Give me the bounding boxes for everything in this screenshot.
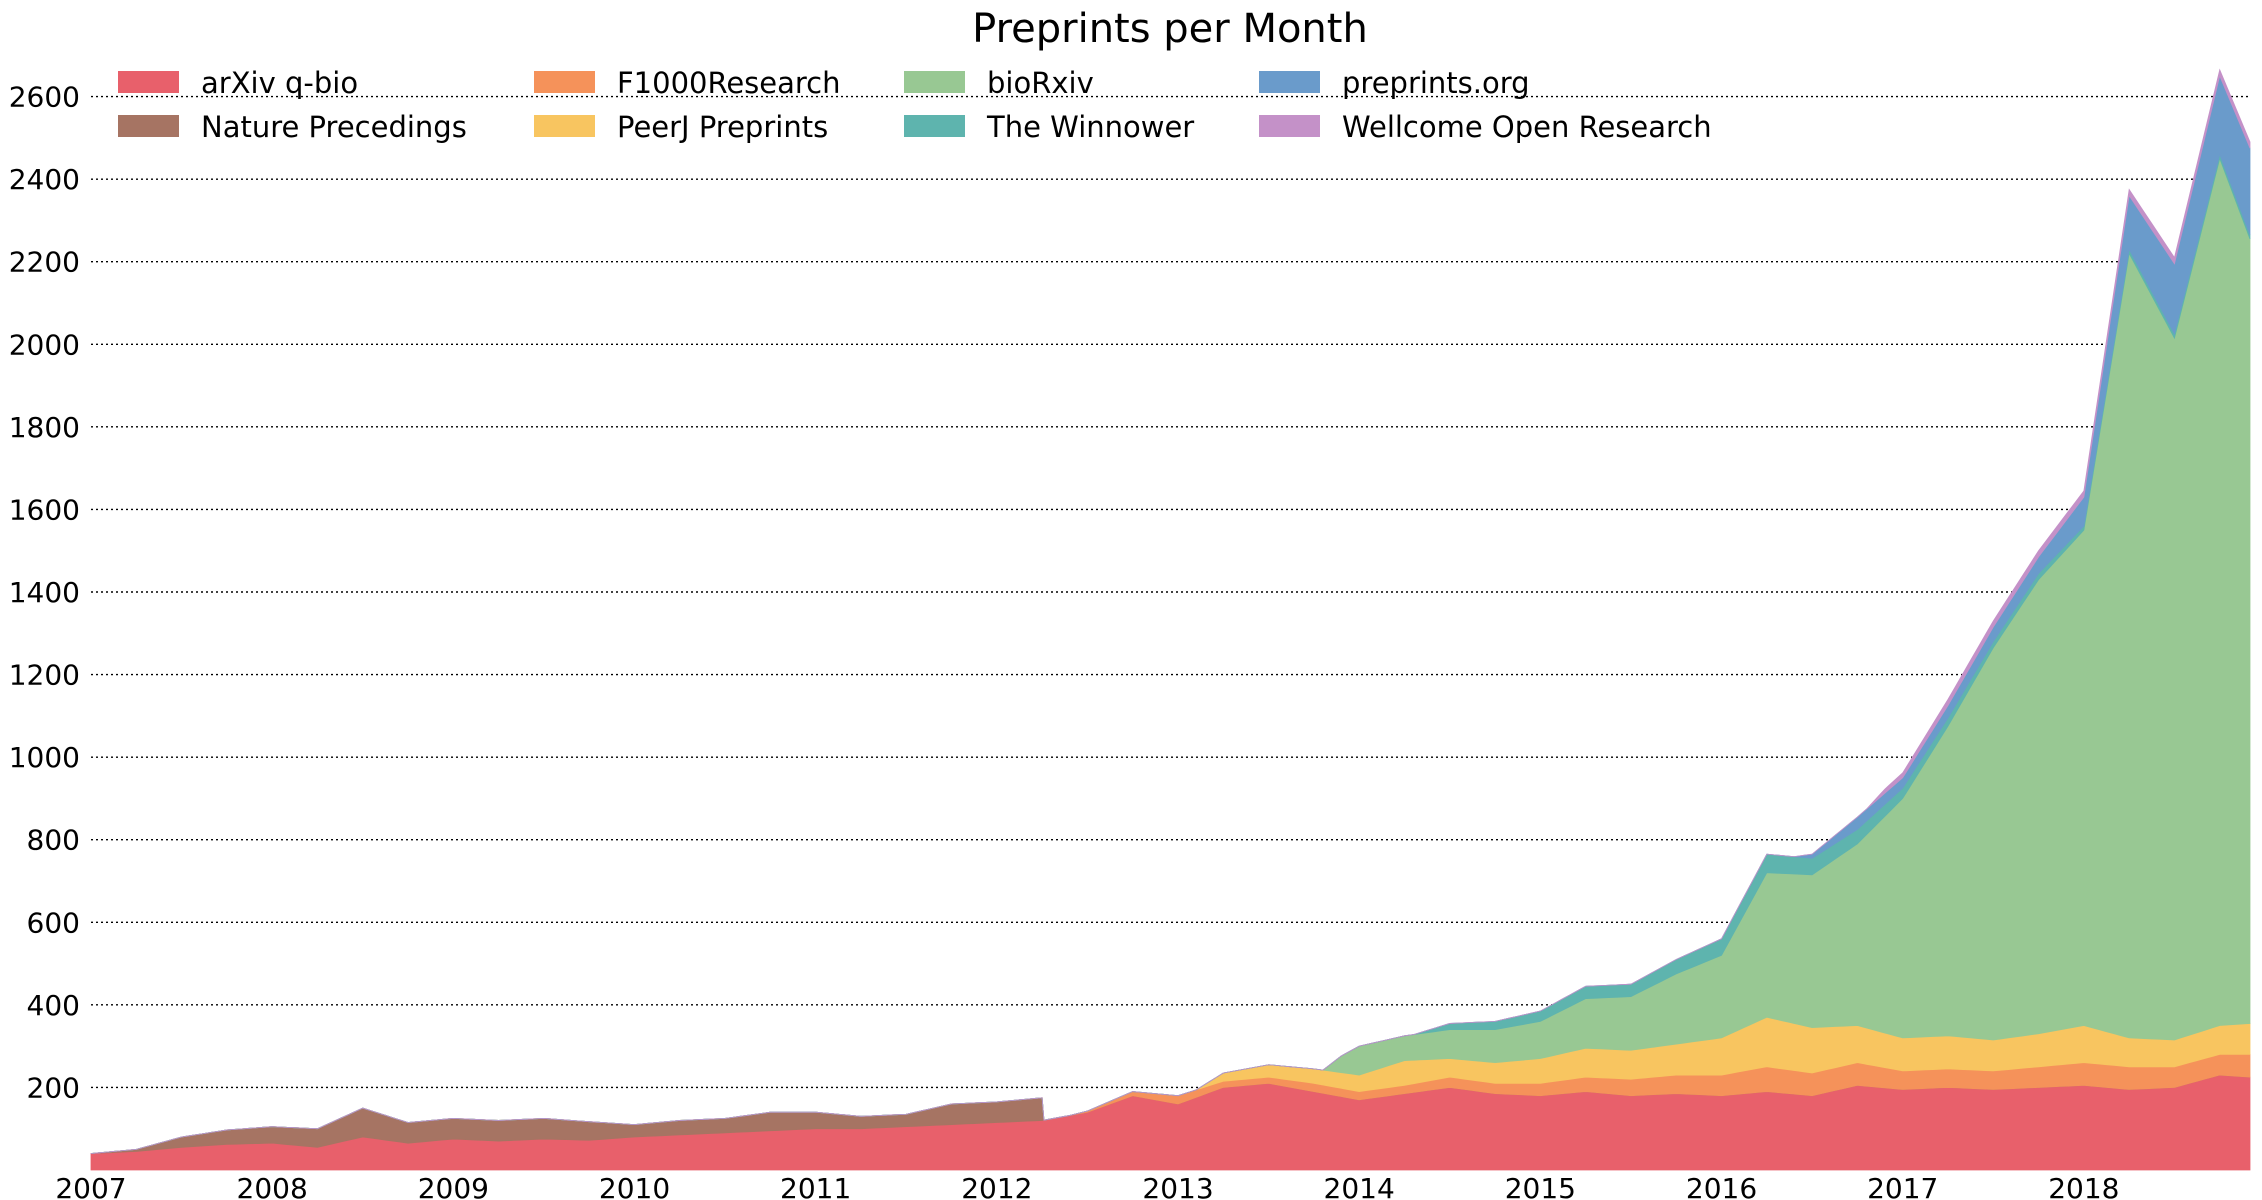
y-tick-label: 1000 (9, 741, 80, 774)
y-tick-label: 2600 (9, 81, 80, 114)
legend-label: arXiv q-bio (201, 66, 358, 100)
x-tick-label: 2017 (1867, 1172, 1938, 1200)
legend: arXiv q-bio Nature Precedings F1000Researc… (118, 66, 1712, 144)
legend-entry: arXiv q-bio (118, 66, 358, 100)
x-tick-label: 2012 (961, 1172, 1032, 1200)
legend-swatch (1259, 115, 1320, 137)
y-tick-label: 1600 (9, 493, 80, 526)
legend-label: bioRxiv (987, 66, 1094, 100)
legend-swatch (1259, 71, 1320, 93)
y-tick-label: 200 (27, 1071, 80, 1104)
x-tick-label: 2010 (599, 1172, 670, 1200)
x-tick-label: 2007 (55, 1172, 126, 1200)
y-tick-label: 1400 (9, 576, 80, 609)
legend-entry: PeerJ Preprints (534, 110, 828, 144)
area-layer (90, 68, 2251, 1171)
x-tick-label: 2014 (1324, 1172, 1395, 1200)
x-tick-label: 2009 (418, 1172, 489, 1200)
y-tick-label: 600 (27, 906, 80, 939)
legend-swatch (534, 115, 595, 137)
legend-swatch (904, 71, 965, 93)
legend-entry: Wellcome Open Research (1259, 110, 1712, 144)
legend-entry: Nature Precedings (118, 110, 467, 144)
legend-entry: F1000Research (534, 66, 841, 100)
y-tick-label: 400 (27, 989, 80, 1022)
legend-swatch (118, 115, 179, 137)
x-tick-label: 2008 (237, 1172, 308, 1200)
legend-entry: The Winnower (904, 110, 1194, 144)
legend-label: F1000Research (617, 66, 841, 100)
x-tick-label: 2013 (1142, 1172, 1213, 1200)
y-tick-label: 800 (27, 824, 80, 857)
y-tick-label: 1200 (9, 659, 80, 692)
area-wellcome-open-research (90, 68, 2251, 1154)
legend-swatch (118, 71, 179, 93)
legend-label: The Winnower (986, 110, 1194, 144)
y-tick-label: 1800 (9, 411, 80, 444)
x-tick-label: 2018 (2048, 1172, 2119, 1200)
legend-label: Nature Precedings (201, 110, 467, 144)
legend-swatch (534, 71, 595, 93)
x-tick-label: 2011 (780, 1172, 851, 1200)
x-tick-label: 2015 (1505, 1172, 1576, 1200)
y-tick-label: 2400 (9, 163, 80, 196)
legend-label: Wellcome Open Research (1342, 110, 1712, 144)
area-biorxiv (90, 157, 2251, 1154)
legend-entry: bioRxiv (904, 66, 1094, 100)
legend-label: preprints.org (1342, 66, 1530, 100)
legend-entry: preprints.org (1259, 66, 1530, 100)
axis-layer: 200 400 600 800 1000 1200 1400 1600 1800 2000 2200… (9, 81, 2120, 1200)
chart-title: Preprints per Month (972, 6, 1368, 52)
legend-swatch (904, 115, 965, 137)
x-tick-label: 2016 (1686, 1172, 1757, 1200)
y-tick-label: 2200 (9, 246, 80, 279)
y-tick-label: 2000 (9, 328, 80, 361)
legend-label: PeerJ Preprints (617, 110, 828, 144)
